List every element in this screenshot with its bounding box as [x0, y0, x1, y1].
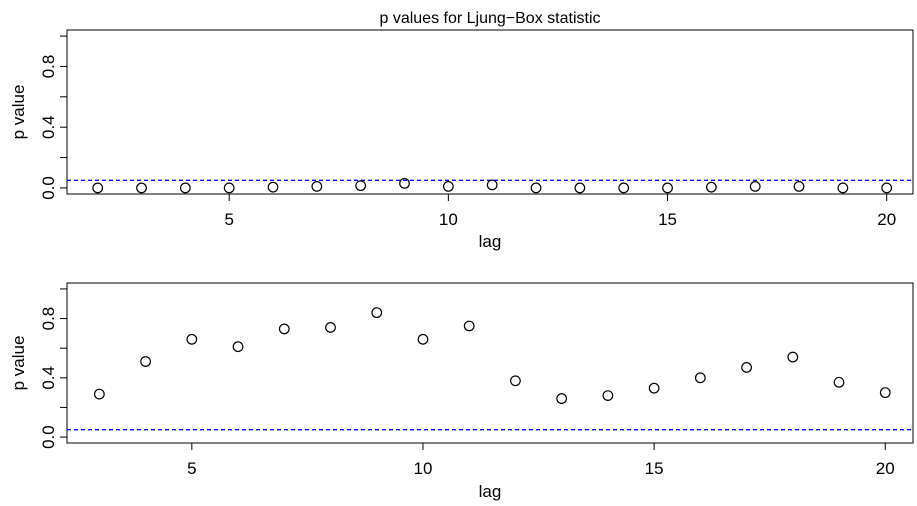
data-point	[618, 182, 630, 194]
y-tick-label: 0.4	[39, 115, 58, 139]
x-tick-label: 15	[658, 210, 677, 229]
data-point	[602, 390, 614, 401]
data-point	[574, 182, 586, 194]
data-point	[371, 307, 383, 319]
data-point	[267, 181, 279, 193]
data-point	[325, 322, 336, 333]
data-point	[879, 387, 891, 399]
data-point	[833, 376, 845, 388]
x-axis-label: lag	[479, 482, 502, 501]
y-tick-label: 0.8	[39, 55, 58, 79]
x-tick-label: 5	[224, 210, 233, 229]
y-tick-label: 0.4	[39, 366, 58, 390]
data-point	[648, 382, 660, 394]
data-point	[136, 182, 147, 194]
data-point	[881, 182, 893, 194]
x-tick-label: 20	[877, 210, 896, 229]
data-point	[694, 372, 706, 384]
data-point	[355, 180, 367, 192]
data-point	[705, 181, 717, 193]
data-point	[417, 333, 429, 345]
data-point	[793, 181, 805, 192]
x-tick-label: 15	[645, 459, 664, 478]
y-axis-label: p value	[9, 336, 28, 391]
plot-frame	[66, 282, 914, 444]
data-point	[510, 375, 521, 387]
data-point	[311, 181, 323, 192]
x-tick-label: 5	[187, 459, 196, 478]
x-tick-label: 10	[414, 459, 433, 478]
y-tick-label: 0.8	[39, 307, 58, 331]
data-point	[486, 179, 498, 191]
panel-1: p values for Ljung−Box statistic 5 10 15 20 0…	[9, 10, 914, 251]
x-tick-label: 10	[439, 210, 458, 229]
data-point	[186, 333, 198, 345]
data-point	[140, 356, 151, 367]
data-point	[92, 182, 104, 194]
data-point	[837, 182, 849, 194]
data-point	[787, 351, 799, 363]
data-point	[93, 388, 105, 400]
x-axis-label: lag	[479, 232, 502, 251]
data-point	[278, 323, 290, 335]
data-point	[749, 181, 761, 192]
plot-frame	[66, 29, 914, 195]
data-point	[463, 320, 475, 332]
data-point	[556, 393, 568, 404]
data-point	[223, 182, 235, 194]
chart-title: p values for Ljung−Box statistic	[379, 10, 600, 27]
data-point	[232, 341, 244, 353]
data-point	[530, 182, 542, 194]
data-point	[662, 182, 673, 194]
x-tick-label: 20	[876, 459, 895, 478]
panel-2: 5 10 15 20 0.0 0.4 0.8 lag p value	[9, 282, 914, 501]
y-axis-label: p value	[9, 85, 28, 140]
data-point	[179, 182, 191, 194]
data-point	[442, 181, 454, 192]
y-tick-label: 0.0	[39, 176, 58, 200]
data-point	[741, 362, 752, 373]
y-tick-label: 0.0	[39, 425, 58, 449]
data-point	[399, 177, 410, 189]
